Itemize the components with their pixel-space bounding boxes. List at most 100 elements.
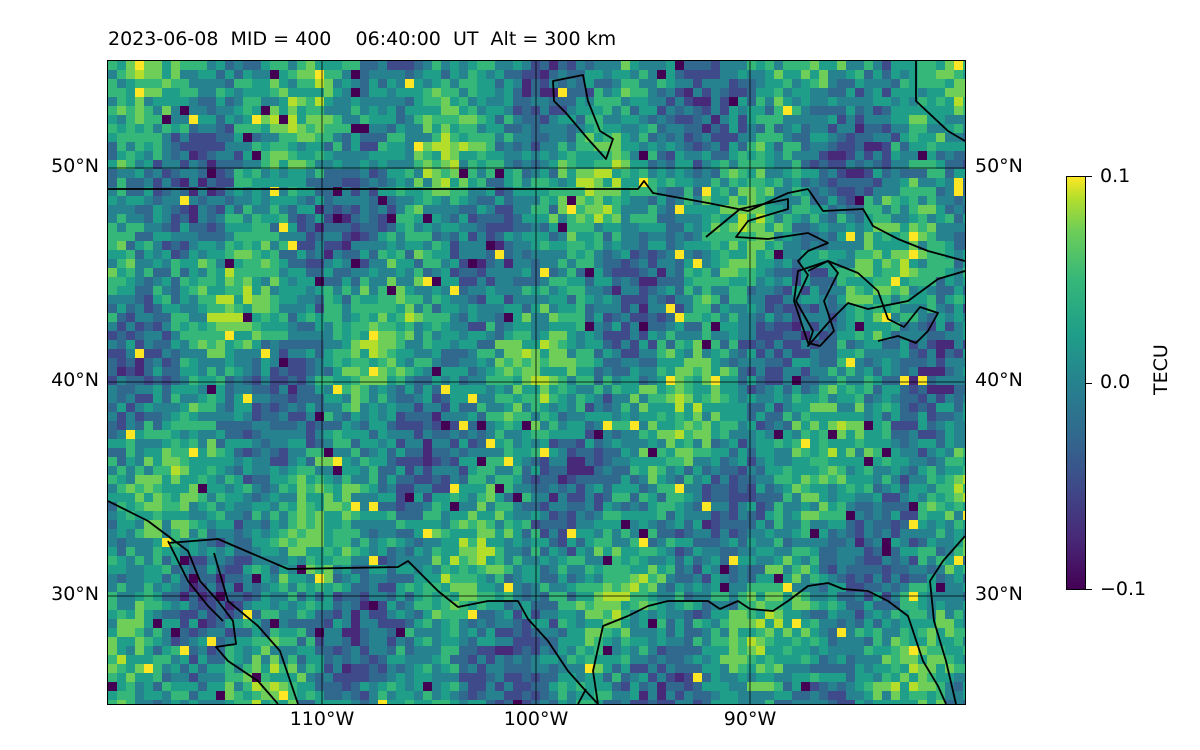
tec-cell [684,160,693,169]
tec-cell [873,250,882,259]
tec-cell [558,178,567,187]
tec-cell [738,349,747,358]
tec-cell [819,340,828,349]
tec-cell [747,475,756,484]
tec-cell [720,106,729,115]
tec-cell [144,457,153,466]
tec-cell [684,196,693,205]
tec-cell [117,358,126,367]
tec-cell [882,88,891,97]
tec-cell [585,511,594,520]
tec-cell [441,439,450,448]
tec-cell [774,448,783,457]
tec-cell [774,286,783,295]
tec-cell [405,160,414,169]
tec-cell [234,511,243,520]
tec-cell [612,88,621,97]
tec-cell [432,511,441,520]
tec-cell [387,169,396,178]
tec-cell [351,277,360,286]
tec-cell [657,268,666,277]
tec-cell [405,331,414,340]
tec-cell [765,205,774,214]
tec-cell [459,70,468,79]
tec-cell [522,160,531,169]
tec-cell [891,421,900,430]
tec-cell [792,232,801,241]
tec-cell [531,115,540,124]
tec-cell [936,232,945,241]
tec-cell [522,376,531,385]
tec-cell [279,448,288,457]
tec-cell [369,466,378,475]
tec-cell [936,106,945,115]
tec-cell [333,367,342,376]
tec-cell [279,169,288,178]
tec-cell [936,421,945,430]
tec-cell [963,106,965,115]
tec-cell [675,376,684,385]
tec-cell [810,484,819,493]
tec-cell [261,169,270,178]
tec-cell [126,376,135,385]
tec-cell [459,367,468,376]
tec-cell [720,421,729,430]
tec-cell [549,403,558,412]
tec-cell [423,79,432,88]
tec-cell [729,232,738,241]
tec-cell [459,151,468,160]
tec-cell [828,340,837,349]
tec-cell [720,205,729,214]
tec-cell [558,331,567,340]
tec-cell [342,484,351,493]
tec-cell [576,286,585,295]
tec-cell [432,160,441,169]
tec-cell [135,439,144,448]
tec-cell [252,241,261,250]
tec-cell [792,97,801,106]
tec-cell [477,61,486,70]
tec-cell [513,88,522,97]
tec-cell [540,106,549,115]
tec-cell [126,358,135,367]
tec-cell [540,403,549,412]
tec-cell [540,205,549,214]
tec-cell [684,457,693,466]
tec-cell [801,502,810,511]
tec-cell [873,259,882,268]
tec-cell [900,79,909,88]
tec-cell [657,421,666,430]
tec-cell [963,421,965,430]
tec-cell [342,268,351,277]
tec-cell [495,421,504,430]
tec-cell [765,448,774,457]
tec-cell [603,295,612,304]
tec-cell [414,304,423,313]
tec-cell [225,430,234,439]
tec-cell [126,466,135,475]
tec-cell [567,304,576,313]
tec-cell [297,439,306,448]
tec-cell [720,151,729,160]
tec-cell [180,61,189,70]
tec-cell [396,502,405,511]
tec-cell [486,349,495,358]
tec-cell [342,412,351,421]
tec-cell [360,421,369,430]
tec-cell [162,88,171,97]
tec-cell [207,115,216,124]
tec-cell [432,349,441,358]
tec-cell [198,205,207,214]
tec-cell [297,304,306,313]
tec-cell [171,412,180,421]
tec-cell [135,349,144,358]
tec-cell [126,79,135,88]
tec-cell [900,286,909,295]
tec-cell [639,268,648,277]
tec-cell [792,430,801,439]
tec-cell [450,403,459,412]
tec-cell [864,358,873,367]
tec-cell [846,421,855,430]
tec-cell [666,187,675,196]
tec-cell [171,295,180,304]
